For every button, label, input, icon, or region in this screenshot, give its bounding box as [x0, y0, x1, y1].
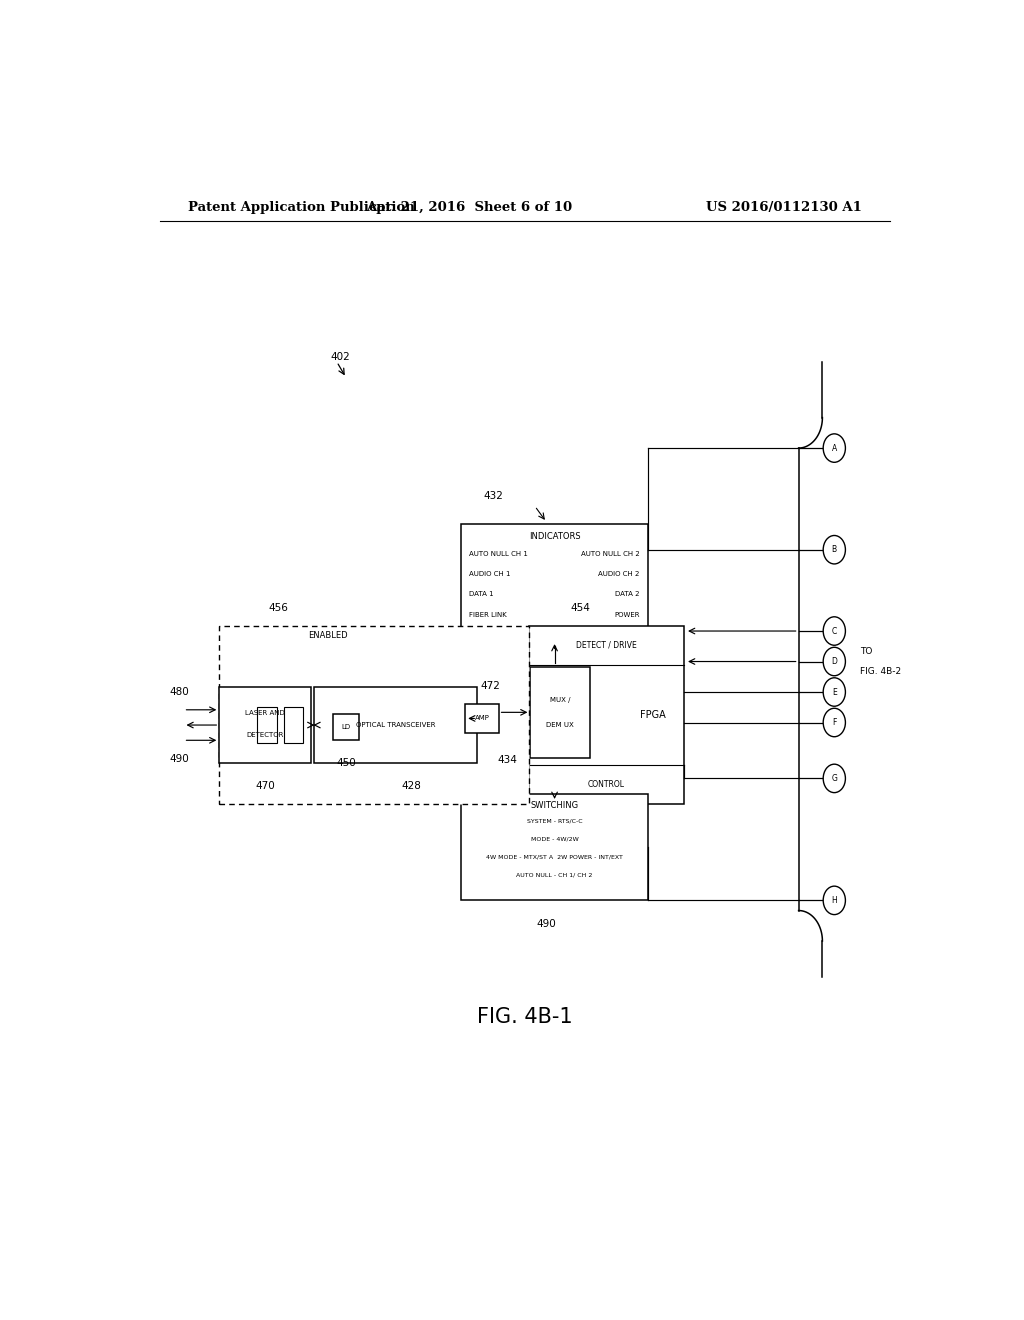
Bar	[219, 686, 310, 763]
Text: AUTO NULL CH 2: AUTO NULL CH 2	[582, 550, 640, 557]
Text: DATA 2: DATA 2	[615, 591, 640, 598]
Text: DETECTOR: DETECTOR	[246, 733, 284, 738]
Text: 456: 456	[269, 603, 289, 612]
Text: AMP: AMP	[474, 715, 489, 722]
Text: AUTO NULL CH 1: AUTO NULL CH 1	[469, 550, 528, 557]
Text: 470: 470	[255, 781, 274, 792]
Text: SWITCHING: SWITCHING	[530, 801, 579, 809]
Text: 4W MODE - MTX/ST A  2W POWER - INT/EXT: 4W MODE - MTX/ST A 2W POWER - INT/EXT	[486, 854, 623, 859]
Circle shape	[823, 647, 846, 676]
Text: AUTO NULL - CH 1/ CH 2: AUTO NULL - CH 1/ CH 2	[516, 873, 593, 878]
Text: 480: 480	[170, 686, 189, 697]
Bar	[461, 793, 648, 900]
Text: H: H	[831, 896, 838, 906]
Text: CONTROL: CONTROL	[588, 780, 625, 789]
Text: MODE - 4W/2W: MODE - 4W/2W	[530, 837, 579, 841]
Text: FIBER LINK: FIBER LINK	[469, 611, 507, 618]
Text: FPGA: FPGA	[640, 710, 667, 719]
Text: LD: LD	[341, 725, 350, 730]
Circle shape	[823, 764, 846, 792]
Text: AUDIO CH 1: AUDIO CH 1	[469, 572, 511, 577]
Text: B: B	[831, 545, 837, 554]
Circle shape	[823, 677, 846, 706]
Text: A: A	[831, 444, 837, 453]
Text: Apr. 21, 2016  Sheet 6 of 10: Apr. 21, 2016 Sheet 6 of 10	[367, 201, 572, 214]
Text: DETECT / DRIVE: DETECT / DRIVE	[575, 640, 637, 649]
Text: 402: 402	[331, 351, 350, 362]
Text: C: C	[831, 627, 837, 635]
Text: FIG. 4B-1: FIG. 4B-1	[477, 1007, 572, 1027]
Text: DEM UX: DEM UX	[546, 722, 574, 727]
Text: FIG. 4B-2: FIG. 4B-2	[860, 667, 901, 676]
Bar	[314, 686, 477, 763]
Text: 428: 428	[401, 781, 422, 792]
Text: 490: 490	[537, 919, 556, 929]
Bar	[257, 708, 278, 743]
Text: MUX /: MUX /	[550, 697, 570, 704]
Circle shape	[823, 434, 846, 462]
Bar	[219, 626, 528, 804]
Bar	[528, 626, 684, 804]
Text: 490: 490	[170, 754, 189, 763]
Circle shape	[823, 709, 846, 737]
Text: ENABLED: ENABLED	[308, 631, 347, 640]
Text: 472: 472	[480, 681, 500, 690]
Text: OPTICAL TRANSCEIVER: OPTICAL TRANSCEIVER	[356, 722, 435, 729]
Bar	[465, 704, 499, 733]
Text: E: E	[831, 688, 837, 697]
Text: 432: 432	[483, 491, 503, 500]
Circle shape	[823, 536, 846, 564]
Bar	[284, 708, 303, 743]
Text: 454: 454	[570, 603, 590, 612]
Circle shape	[823, 616, 846, 645]
Text: TO: TO	[860, 647, 872, 656]
Bar	[333, 714, 359, 739]
Text: F: F	[833, 718, 837, 727]
Text: D: D	[831, 657, 838, 667]
Bar	[530, 667, 590, 758]
Text: LASER AND: LASER AND	[245, 710, 285, 715]
Text: INDICATORS: INDICATORS	[528, 532, 581, 541]
Text: 450: 450	[336, 758, 355, 768]
Text: 434: 434	[497, 755, 517, 766]
Text: POWER: POWER	[614, 611, 640, 618]
Circle shape	[823, 886, 846, 915]
Text: AUDIO CH 2: AUDIO CH 2	[598, 572, 640, 577]
Text: G: G	[831, 774, 838, 783]
Text: US 2016/0112130 A1: US 2016/0112130 A1	[707, 201, 862, 214]
Text: SYSTEM - RTS/C-C: SYSTEM - RTS/C-C	[526, 818, 583, 824]
Text: Patent Application Publication: Patent Application Publication	[187, 201, 415, 214]
Text: DATA 1: DATA 1	[469, 591, 494, 598]
Bar	[461, 524, 648, 647]
